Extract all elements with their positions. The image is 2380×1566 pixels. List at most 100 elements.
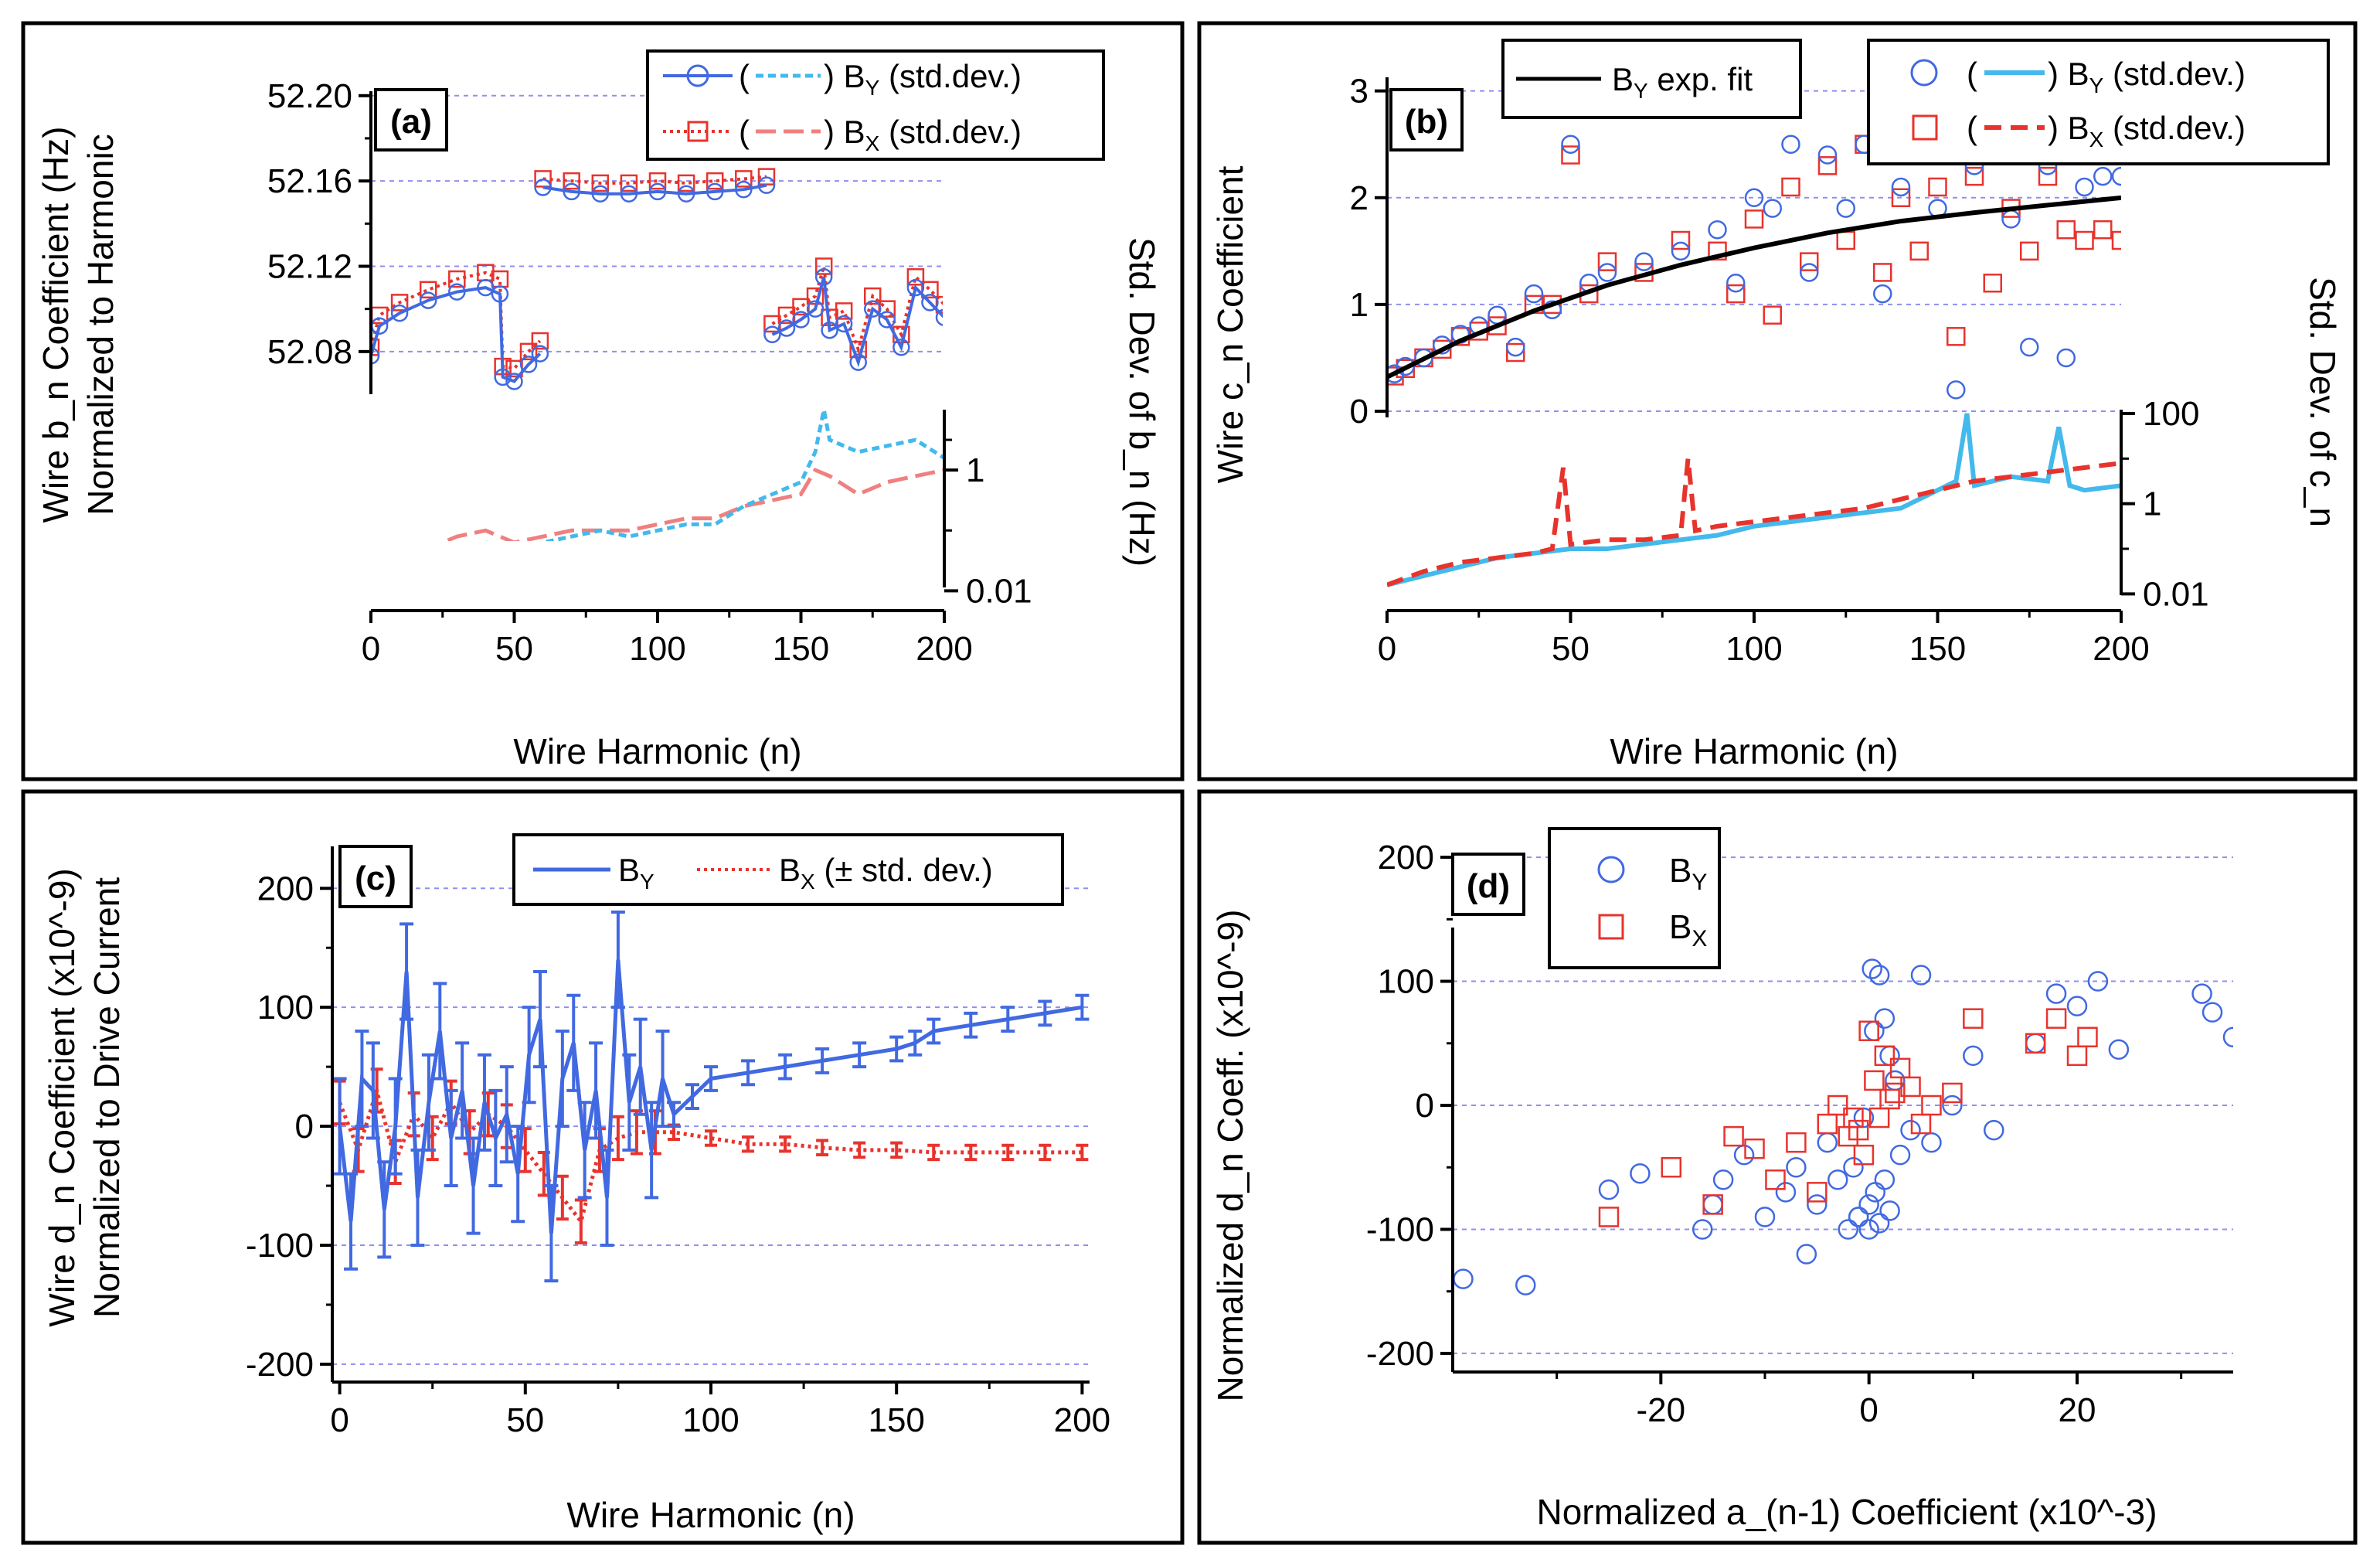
b-fit-legend-text: B (1612, 61, 1634, 97)
a-y2tick-label: 0.01 (966, 572, 1032, 610)
a-bx-point (878, 300, 896, 318)
a-legend-by-open: ( (739, 58, 750, 94)
b-legend-by-tail: (std.dev.) (2103, 56, 2246, 92)
d-by-point (1984, 1119, 2004, 1141)
a-y2label: Std. Dev. of b_n (Hz) (1122, 237, 1162, 567)
a-by-point (806, 300, 824, 318)
b-xtick-label: 150 (1909, 630, 1966, 668)
d-bx-point (1921, 1094, 1942, 1116)
a-by-point (878, 311, 896, 329)
d-bx-point (1702, 1194, 1723, 1215)
b-by-point (1561, 134, 1580, 154)
a-by-point (419, 291, 437, 309)
b-legend-bx-marker (1912, 114, 1938, 141)
d-legend-by-text: B (1669, 852, 1692, 890)
a-std-bx-line (440, 467, 943, 541)
a-bx-point (371, 339, 380, 356)
a-legend-bx-marker (687, 121, 709, 142)
a-by-line (542, 183, 767, 196)
d-by-point (1796, 1244, 1817, 1265)
a-by-line (771, 276, 943, 368)
b-ytick-label: 2 (1350, 179, 1368, 217)
b-bx-point (1836, 230, 1855, 250)
panel-d-frame (1197, 789, 2358, 1545)
c-ytick-label: -200 (246, 1346, 314, 1384)
d-by-point (1868, 1213, 1890, 1234)
a-by-point (864, 300, 882, 318)
a-ylabel-2: Normalized to Harmonic (80, 134, 121, 515)
b-bx-point (1983, 274, 2002, 293)
c-legend-bx-text: B (779, 852, 801, 888)
a-legend: ( ) BY (std.dev.) ( ) BX (std.dev.) (646, 49, 1105, 161)
d-by-point (1963, 1045, 1984, 1067)
b-by-point (1597, 263, 1617, 282)
a-by-point (563, 182, 580, 201)
a-by-point (835, 315, 853, 333)
d-by-point (2087, 971, 2109, 992)
c-ytick-label: 100 (257, 989, 314, 1026)
c-ylabel-1: Wire d_n Coefficient (x10^-9) (42, 868, 82, 1326)
a-bx-point (591, 174, 610, 192)
b-xlabel: Wire Harmonic (n) (1610, 731, 1898, 771)
c-xtick-label: 0 (330, 1401, 348, 1439)
a-bx-point (531, 332, 549, 350)
b-bx-point (2056, 220, 2076, 240)
d-by-point (1900, 1119, 1921, 1141)
d-by-point (2191, 983, 2212, 1004)
b-by-point (1800, 263, 1819, 282)
d-bx-point (1853, 1144, 1875, 1166)
a-bx-point (677, 174, 695, 192)
a-by-point (494, 368, 512, 386)
d-by-point (1702, 1194, 1723, 1215)
a-by-point (935, 308, 943, 326)
b-fit-legend-label: BY exp. fit (1612, 61, 1753, 103)
b-by-point (1781, 134, 1800, 154)
d-xlabel: Normalized a_(n-1) Coefficient (x10^-3) (1536, 1492, 2157, 1532)
a-bx-point (390, 294, 409, 311)
d-by-point (2066, 996, 2088, 1016)
d-ytick-label: 0 (1416, 1087, 1434, 1125)
d-by-point (1879, 1045, 1900, 1067)
c-legend-by-sub: Y (640, 870, 654, 894)
d-ytick-label: -200 (1366, 1335, 1434, 1373)
b-bx-point (1946, 327, 1966, 346)
a-by-point (792, 311, 810, 329)
b-bx-point (1763, 305, 1782, 325)
d-by-point (1874, 1169, 1896, 1190)
c-xtick-label: 100 (682, 1401, 739, 1439)
b-bx-point (1726, 284, 1746, 304)
a-y2tick-label: 1 (966, 451, 984, 489)
b-std-bx-line (1387, 458, 2121, 587)
b-by-point (1506, 337, 1525, 357)
a-by-point (448, 283, 466, 301)
c-xtick-label: 150 (868, 1401, 924, 1439)
b-by-point (1708, 220, 1727, 240)
a-legend-bx-text: ) B (824, 114, 865, 150)
panel-c-frame (21, 789, 1185, 1545)
b-bx-point (1800, 252, 1819, 271)
b-y2tick-label: 1 (2143, 485, 2161, 523)
d-xtick-label: -20 (1637, 1391, 1686, 1429)
c-legend-bx-label: BX (± std. dev.) (779, 852, 993, 894)
b-bx-point (1542, 294, 1562, 315)
b-bx-point (1964, 166, 1984, 186)
b-by-point (1634, 252, 1654, 271)
a-bx-point (835, 302, 853, 320)
b-legend-by-text: ) B (2048, 56, 2089, 92)
panel-a: 52.08 52.12 52.16 52.20 0 50 100 150 200 0.01 1 (a… (36, 49, 1162, 771)
d-bx-point (1661, 1156, 1682, 1178)
d-by-point (1692, 1219, 1713, 1240)
c-xtick-label: 200 (1054, 1401, 1110, 1439)
d-bx-point (1838, 1125, 1858, 1147)
b-ytick-label: 1 (1350, 286, 1368, 324)
a-xtick-label: 150 (773, 630, 829, 668)
a-bx-line (771, 265, 943, 355)
d-bx-point (1848, 1119, 1869, 1141)
a-by-point (591, 185, 610, 203)
a-by-point (763, 325, 781, 344)
b-bx-point (1506, 342, 1525, 363)
d-legend-bx-marker (1598, 914, 1624, 940)
d-legend-bx-sub: X (1692, 926, 1707, 952)
b-panel-label: (b) (1405, 103, 1448, 141)
